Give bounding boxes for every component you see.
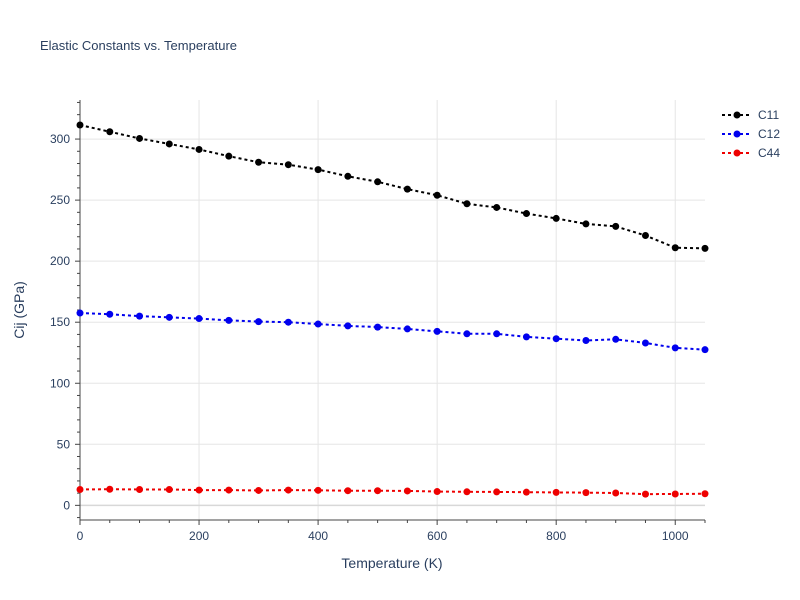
x-axis-title: Temperature (K) (341, 555, 442, 571)
legend-item-c44[interactable]: C44 (722, 146, 780, 160)
data-point-c12[interactable] (671, 344, 679, 352)
legend-label: C11 (758, 108, 779, 122)
legend-swatch-marker (733, 130, 741, 138)
data-point-c12[interactable] (582, 337, 590, 345)
legend-item-c11[interactable]: C11 (722, 108, 779, 122)
data-point-c44[interactable] (344, 487, 352, 495)
x-tick-label: 800 (546, 529, 566, 543)
data-point-c44[interactable] (76, 485, 84, 493)
y-axis-title: Cij (GPa) (11, 281, 27, 339)
data-point-c12[interactable] (701, 346, 709, 354)
y-tick-label: 250 (50, 193, 70, 207)
x-tick-label: 200 (189, 529, 209, 543)
data-point-c44[interactable] (522, 488, 530, 496)
data-point-c11[interactable] (314, 166, 322, 174)
data-point-c44[interactable] (641, 490, 649, 498)
data-point-c11[interactable] (374, 178, 382, 186)
legend-label: C12 (758, 127, 780, 141)
data-point-c11[interactable] (671, 244, 679, 252)
data-point-c11[interactable] (284, 161, 292, 169)
data-point-c44[interactable] (225, 486, 233, 494)
data-point-c44[interactable] (195, 486, 203, 494)
data-point-c12[interactable] (225, 316, 233, 324)
data-point-c12[interactable] (463, 330, 471, 338)
data-point-c44[interactable] (106, 485, 114, 493)
data-point-c12[interactable] (165, 313, 173, 321)
legend-item-c12[interactable]: C12 (722, 127, 780, 141)
x-tick-label: 1000 (662, 529, 689, 543)
legend-swatch-marker (733, 149, 741, 157)
data-point-c11[interactable] (403, 185, 411, 193)
data-point-c11[interactable] (255, 158, 263, 166)
data-point-c12[interactable] (641, 339, 649, 347)
data-point-c44[interactable] (701, 490, 709, 498)
data-point-c12[interactable] (552, 335, 560, 343)
x-tick-label: 600 (427, 529, 447, 543)
data-point-c12[interactable] (403, 325, 411, 333)
y-tick-label: 200 (50, 254, 70, 268)
grid-lines (79, 100, 705, 520)
data-point-c11[interactable] (552, 214, 560, 222)
data-point-c11[interactable] (433, 191, 441, 199)
data-point-c12[interactable] (76, 309, 84, 317)
data-point-c11[interactable] (522, 210, 530, 218)
data-point-c12[interactable] (255, 318, 263, 326)
data-point-c44[interactable] (314, 486, 322, 494)
y-tick-label: 100 (50, 376, 70, 390)
data-point-c11[interactable] (463, 200, 471, 208)
axes: 0 200 400 600 800 1000 0 50 100 150 200 250 300 (50, 100, 706, 543)
plot-area[interactable] (76, 121, 709, 498)
data-point-c11[interactable] (701, 244, 709, 252)
data-point-c12[interactable] (284, 318, 292, 326)
data-point-c11[interactable] (106, 128, 114, 136)
data-point-c44[interactable] (165, 485, 173, 493)
data-point-c11[interactable] (582, 220, 590, 228)
series-line-c44 (79, 488, 706, 496)
x-tick-label: 400 (308, 529, 328, 543)
y-tick-label: 50 (57, 437, 71, 451)
data-point-c11[interactable] (76, 121, 84, 129)
series-line-c11 (79, 124, 706, 250)
data-point-c44[interactable] (284, 486, 292, 494)
data-point-c44[interactable] (255, 486, 263, 494)
data-point-c44[interactable] (463, 488, 471, 496)
data-point-c44[interactable] (671, 490, 679, 498)
data-point-c44[interactable] (612, 489, 620, 497)
data-point-c44[interactable] (493, 488, 501, 496)
data-point-c44[interactable] (136, 485, 144, 493)
data-point-c11[interactable] (195, 145, 203, 153)
data-point-c12[interactable] (136, 312, 144, 320)
data-point-c44[interactable] (433, 488, 441, 496)
data-point-c44[interactable] (403, 487, 411, 495)
legend-label: C44 (758, 146, 780, 160)
y-tick-label: 0 (63, 498, 70, 512)
data-point-c11[interactable] (493, 203, 501, 211)
data-point-c44[interactable] (374, 487, 382, 495)
x-tick-label: 0 (77, 529, 84, 543)
data-point-c44[interactable] (552, 488, 560, 496)
data-point-c11[interactable] (344, 172, 352, 180)
data-point-c11[interactable] (641, 232, 649, 240)
data-point-c11[interactable] (165, 140, 173, 148)
series-line-c12 (79, 312, 706, 351)
data-point-c12[interactable] (612, 335, 620, 343)
y-tick-label: 300 (50, 132, 70, 146)
legend[interactable]: C11 C12 C44 (722, 108, 780, 160)
data-point-c12[interactable] (195, 315, 203, 323)
data-point-c12[interactable] (344, 322, 352, 330)
data-point-c12[interactable] (106, 310, 114, 318)
data-point-c12[interactable] (374, 323, 382, 331)
data-point-c44[interactable] (582, 489, 590, 497)
y-tick-label: 150 (50, 315, 70, 329)
data-point-c11[interactable] (612, 222, 620, 230)
data-point-c12[interactable] (493, 330, 501, 338)
data-point-c12[interactable] (522, 333, 530, 341)
legend-swatch-marker (733, 111, 741, 119)
chart-title: Elastic Constants vs. Temperature (40, 38, 237, 53)
data-point-c12[interactable] (314, 320, 322, 328)
data-point-c11[interactable] (136, 134, 144, 142)
data-point-c12[interactable] (433, 327, 441, 335)
data-point-c11[interactable] (225, 152, 233, 160)
